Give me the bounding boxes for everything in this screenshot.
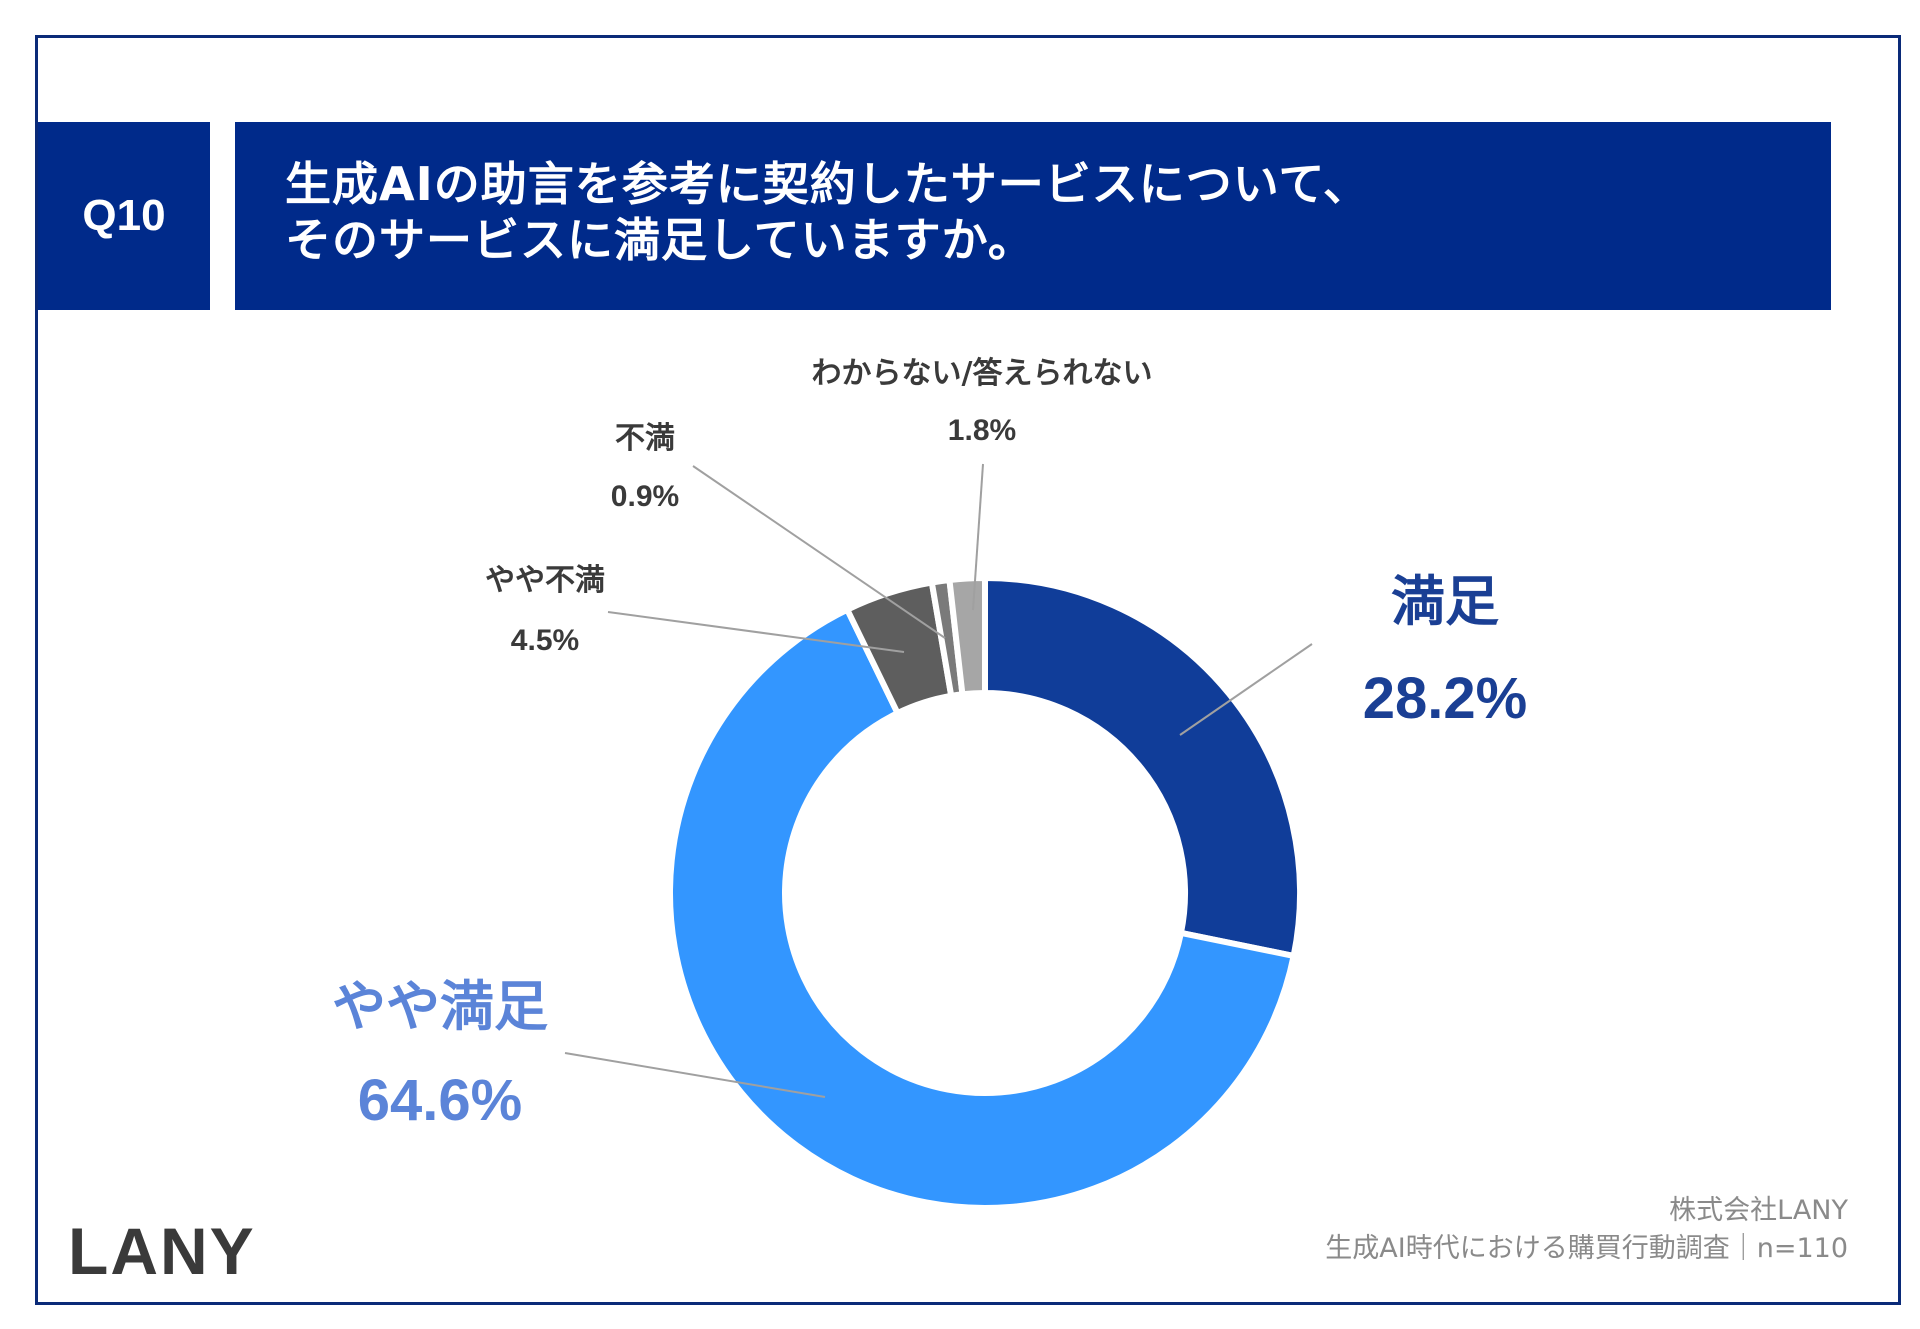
value-label-unknown: 1.8% <box>948 414 1016 447</box>
slide-frame: Q10 生成AIの助言を参考に契約したサービスについて、 そのサービスに満足して… <box>35 35 1901 1305</box>
value-label-satisfied: 28.2% <box>1363 666 1527 731</box>
value-label-somewhat-dissatisfied: 4.5% <box>511 624 579 657</box>
slice-satisfied <box>982 574 1303 960</box>
leader-line-somewhat-dissatisfied <box>607 611 905 653</box>
slice-unknown <box>946 574 988 698</box>
value-label-somewhat-satisfied: 64.6% <box>358 1068 522 1133</box>
lany-logo: LANY <box>68 1214 256 1288</box>
leader-lines <box>564 463 1313 1098</box>
label-unknown: わからない/答えられない <box>812 356 1153 391</box>
label-satisfied: 満足 <box>1391 570 1499 633</box>
leader-line-somewhat-satisfied <box>564 1052 826 1098</box>
leader-line-dissatisfied <box>692 465 946 639</box>
footer-source: 株式会社LANY 生成AI時代における購買行動調査｜n=110 <box>1325 1192 1848 1268</box>
label-somewhat-satisfied: やや満足 <box>332 975 548 1038</box>
footer-survey-info: 生成AI時代における購買行動調査｜n=110 <box>1325 1233 1848 1264</box>
question-number-badge: Q10 <box>38 122 210 310</box>
slice-somewhat-satisfied <box>666 605 1298 1211</box>
question-title: 生成AIの助言を参考に契約したサービスについて、 そのサービスに満足していますか… <box>235 122 1831 310</box>
slice-labels: 満足 28.2% やや満足 64.6% やや不満 4.5% 不満 0.9% わからない/答えられ… <box>332 356 1527 1133</box>
question-title-line-1: 生成AIの助言を参考に契約したサービスについて、 <box>285 157 1371 211</box>
donut-slices <box>666 574 1303 1211</box>
label-dissatisfied: 不満 <box>615 421 675 456</box>
value-label-dissatisfied: 0.9% <box>611 480 679 513</box>
question-title-line-2: そのサービスに満足していますか。 <box>285 213 1035 267</box>
leader-line-unknown <box>972 463 984 611</box>
label-somewhat-dissatisfied: やや不満 <box>485 563 605 598</box>
footer-company: 株式会社LANY <box>1669 1195 1848 1226</box>
leader-line-satisfied <box>1179 643 1313 736</box>
